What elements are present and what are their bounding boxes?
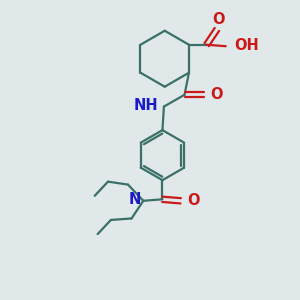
Text: OH: OH [234,38,259,53]
Text: N: N [129,192,141,207]
Text: NH: NH [134,98,159,113]
Text: O: O [212,12,225,27]
Text: O: O [187,193,200,208]
Text: O: O [210,87,223,102]
